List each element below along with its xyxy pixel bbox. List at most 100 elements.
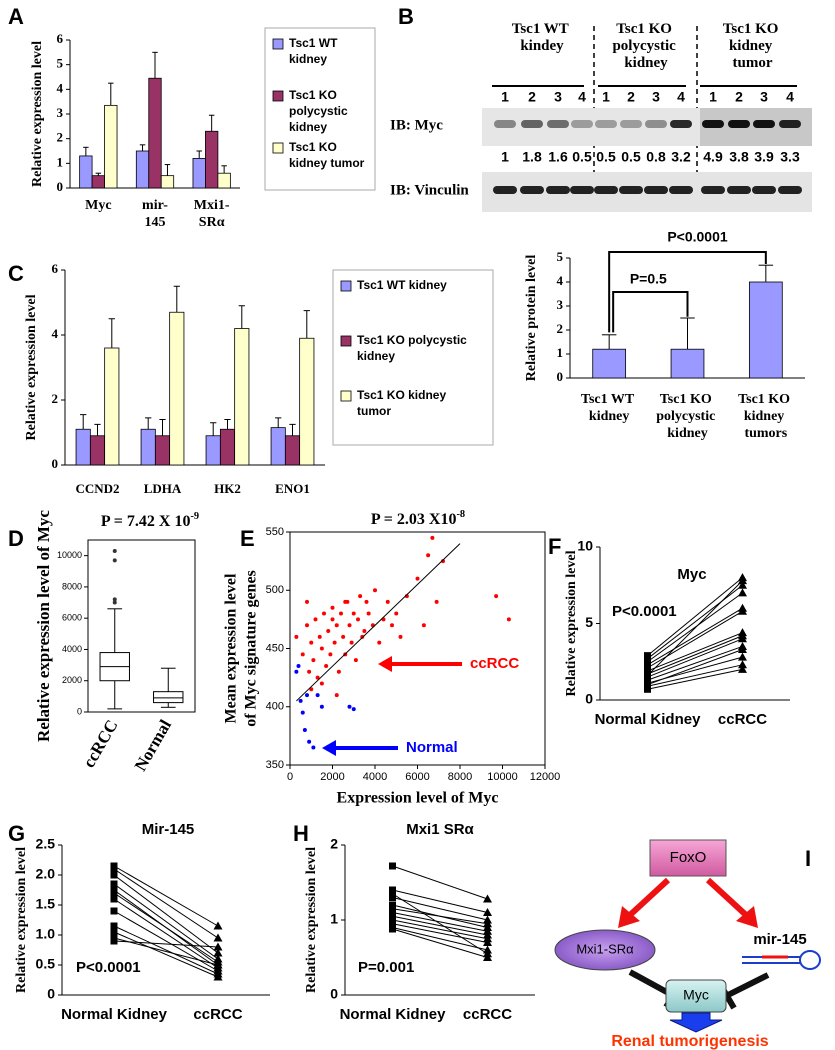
- point: [305, 693, 309, 698]
- point: [483, 908, 492, 916]
- band-quantification: 3.9: [754, 149, 774, 165]
- y-tick-label: 1.5: [36, 896, 56, 912]
- y-tick-label: 1: [557, 345, 564, 360]
- node-label: Mxi1-SRα: [576, 941, 634, 956]
- bar: [89, 435, 106, 466]
- legend-swatch: [340, 335, 352, 347]
- point: [430, 535, 435, 540]
- point: [483, 938, 492, 946]
- pair-line: [647, 632, 743, 672]
- point: [110, 907, 118, 915]
- point: [421, 623, 426, 628]
- x-tick-label: ccRCC: [79, 716, 121, 770]
- pair-line: [647, 668, 743, 690]
- node-label: mir-145: [753, 931, 806, 948]
- point: [358, 594, 363, 599]
- bracket: [608, 251, 767, 333]
- y-tick-label: 3: [557, 297, 564, 312]
- pair-line: [392, 919, 488, 940]
- y-tick-label: 0: [585, 691, 593, 707]
- y-tick-label: 2: [330, 836, 338, 852]
- bar: [205, 435, 221, 466]
- lane-number: 4: [677, 89, 685, 105]
- pair-line: [647, 664, 743, 687]
- pair-line: [392, 927, 488, 951]
- pair-line: [647, 638, 743, 678]
- point: [351, 707, 356, 712]
- pair-line: [647, 584, 743, 660]
- lane-number: 4: [786, 89, 794, 105]
- band-quantification: 3.3: [780, 149, 800, 165]
- pair-line: [392, 908, 488, 925]
- lane-number: 1: [602, 89, 610, 105]
- bar: [160, 175, 175, 189]
- band-quantification: 0.5: [572, 149, 592, 165]
- x-tick-label: mir-145: [142, 198, 168, 230]
- y-tick-label: 3: [57, 105, 64, 120]
- point: [389, 916, 396, 924]
- outlier: [112, 597, 117, 602]
- title-superscript: -8: [456, 509, 465, 520]
- lane-number: 1: [709, 89, 717, 105]
- point: [389, 886, 396, 894]
- pair-line: [392, 889, 488, 913]
- point: [307, 669, 312, 674]
- point: [315, 693, 320, 698]
- point: [330, 605, 335, 610]
- y-axis-label: Mean expression level: [223, 573, 240, 723]
- point: [389, 894, 396, 901]
- point: [315, 675, 320, 680]
- y-tick-label: 2: [557, 321, 564, 336]
- legend-swatch: [340, 280, 352, 292]
- trendline: [296, 543, 461, 702]
- band: [702, 120, 724, 128]
- lane-number: 1: [501, 89, 509, 105]
- x-tick-label: 10000: [487, 771, 518, 783]
- panel-letter: D: [8, 526, 24, 551]
- point: [311, 658, 316, 663]
- pair-line: [647, 645, 743, 681]
- point: [390, 623, 394, 628]
- bar: [79, 155, 93, 189]
- bar: [104, 347, 120, 466]
- y-tick-label: 400: [266, 701, 284, 713]
- x-tick-label: CCND2: [75, 481, 119, 496]
- chart-title: P = 2.03 X10-8: [371, 509, 465, 528]
- band: [546, 186, 570, 194]
- point: [347, 704, 352, 709]
- y-tick-label: 0: [77, 706, 82, 716]
- point: [360, 634, 365, 639]
- y-tick-label: 350: [266, 759, 284, 771]
- lane-number: 2: [735, 89, 743, 105]
- point: [309, 640, 314, 645]
- outlier: [112, 558, 117, 563]
- legend-swatch: [272, 142, 284, 154]
- point: [110, 895, 118, 903]
- x-tick-label: ccRCC: [193, 1006, 242, 1023]
- bar: [670, 348, 705, 379]
- band: [594, 186, 618, 194]
- y-tick-label: 4: [52, 326, 59, 341]
- x-tick-label: 12000: [530, 771, 561, 783]
- point: [322, 611, 326, 616]
- pair-line: [113, 892, 219, 963]
- x-tick-label: Myc: [85, 198, 111, 213]
- arrow-head: [378, 656, 392, 672]
- pair-line: [113, 898, 219, 969]
- band-quantification: 0.5: [621, 149, 641, 165]
- arrow-head: [618, 906, 640, 928]
- point: [366, 611, 371, 616]
- band: [493, 186, 517, 194]
- x-tick-label: Normal Kidney: [61, 1006, 168, 1023]
- x-tick-label: 2000: [320, 771, 344, 783]
- lane-number: 2: [528, 89, 536, 105]
- band-quantification: 0.8: [646, 149, 666, 165]
- y-tick-label: 0: [52, 456, 59, 471]
- y-axis-label: of Myc signature genes: [243, 570, 260, 727]
- pair-line: [392, 893, 488, 955]
- point: [110, 865, 118, 873]
- point: [334, 623, 339, 628]
- y-axis-label: Relative protein level: [524, 255, 539, 382]
- title-superscript: -9: [190, 511, 199, 522]
